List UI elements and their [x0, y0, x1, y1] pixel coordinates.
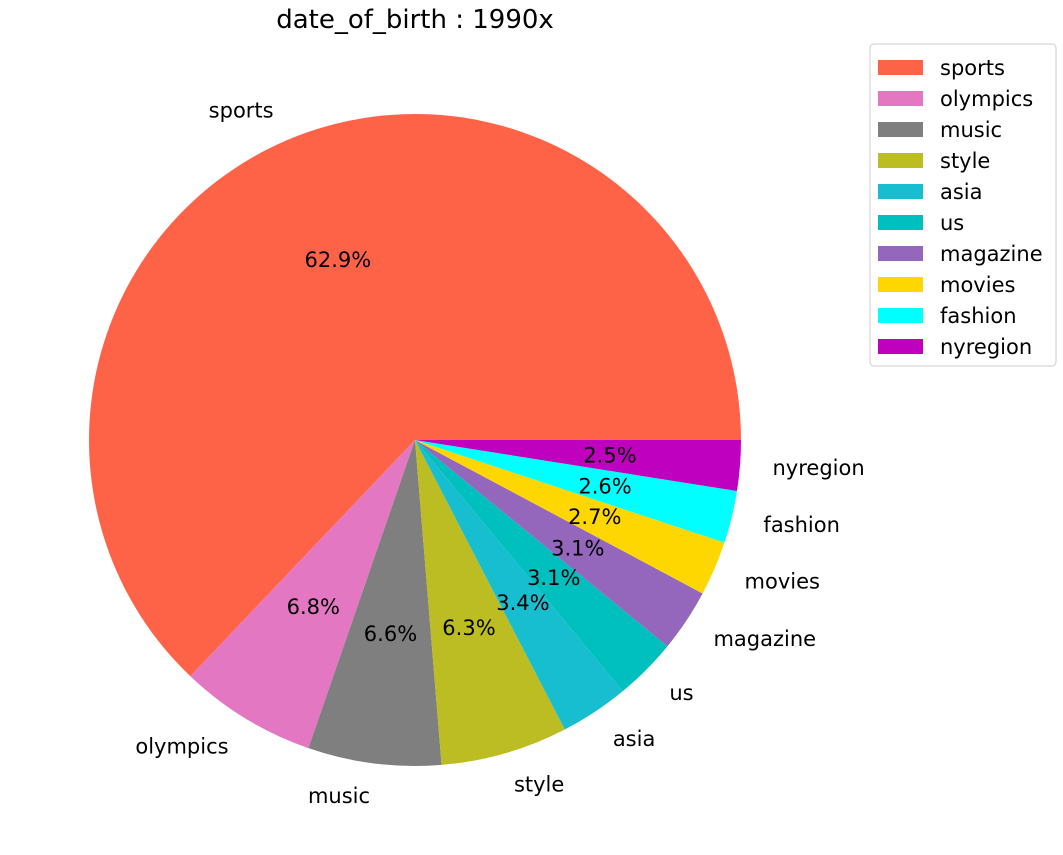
percent-label-olympics: 6.8% [287, 595, 340, 619]
pie-slice-us [415, 440, 668, 692]
percent-label-sports: 62.9% [305, 248, 372, 272]
slice-label-nyregion: nyregion [772, 456, 864, 480]
pie-slice-music [308, 440, 442, 766]
legend-label-style: style [940, 149, 990, 173]
legend-label-asia: asia [940, 180, 983, 204]
legend-label-music: music [940, 118, 1002, 142]
legend-swatch-style [878, 153, 923, 168]
pie-slice-movies [415, 440, 725, 594]
legend-swatch-fashion [878, 308, 923, 323]
percent-label-magazine: 3.1% [551, 536, 604, 560]
legend-label-us: us [940, 211, 964, 235]
pie-slice-asia [415, 440, 623, 730]
pie-slice-magazine [415, 440, 703, 647]
legend-swatch-movies [878, 277, 923, 292]
slice-label-movies: movies [745, 569, 820, 593]
legend-swatch-olympics [878, 91, 923, 106]
slice-label-sports: sports [209, 98, 274, 122]
legend-label-movies: movies [940, 273, 1015, 297]
chart-title: date_of_birth : 1990x [276, 5, 554, 35]
percent-label-us: 3.1% [527, 566, 580, 590]
slice-label-fashion: fashion [763, 513, 840, 537]
slice-label-asia: asia [613, 727, 656, 751]
legend-label-olympics: olympics [940, 87, 1033, 111]
percent-label-asia: 3.4% [496, 591, 549, 615]
percent-label-movies: 2.7% [568, 505, 621, 529]
legend-swatch-asia [878, 184, 923, 199]
legend-label-magazine: magazine [940, 242, 1043, 266]
pie-slices [89, 113, 741, 766]
slice-label-music: music [308, 784, 370, 808]
percent-label-nyregion: 2.5% [583, 443, 636, 467]
percent-labels: 62.9%6.8%6.6% 6.3%3.4%3.1%3.1%2.7%2.6%2.5… [287, 248, 637, 646]
percent-label-style: 6.3% [442, 616, 495, 640]
slice-label-magazine: magazine [713, 627, 816, 651]
legend-swatch-magazine [878, 246, 923, 261]
legend-label-sports: sports [940, 56, 1005, 80]
percent-label-music: 6.6% [364, 622, 417, 646]
pie-slice-olympics [190, 440, 415, 749]
pie-slice-style [415, 440, 565, 765]
legend-swatch-sports [878, 60, 923, 75]
legend-swatch-us [878, 215, 923, 230]
legend-label-fashion: fashion [940, 304, 1017, 328]
slice-label-olympics: olympics [135, 734, 228, 758]
slice-label-us: us [669, 681, 693, 705]
legend: sports olympics music style asia us magazine mo… [869, 43, 1057, 367]
pie-slice-sports [89, 113, 741, 677]
pie-slice-nyregion [415, 440, 741, 491]
pie-slice-fashion [415, 440, 737, 543]
legend-label-nyregion: nyregion [940, 335, 1032, 359]
legend-swatch-music [878, 122, 923, 137]
percent-label-fashion: 2.6% [578, 474, 631, 498]
slice-label-style: style [514, 773, 564, 797]
legend-swatch-nyregion [878, 339, 923, 354]
